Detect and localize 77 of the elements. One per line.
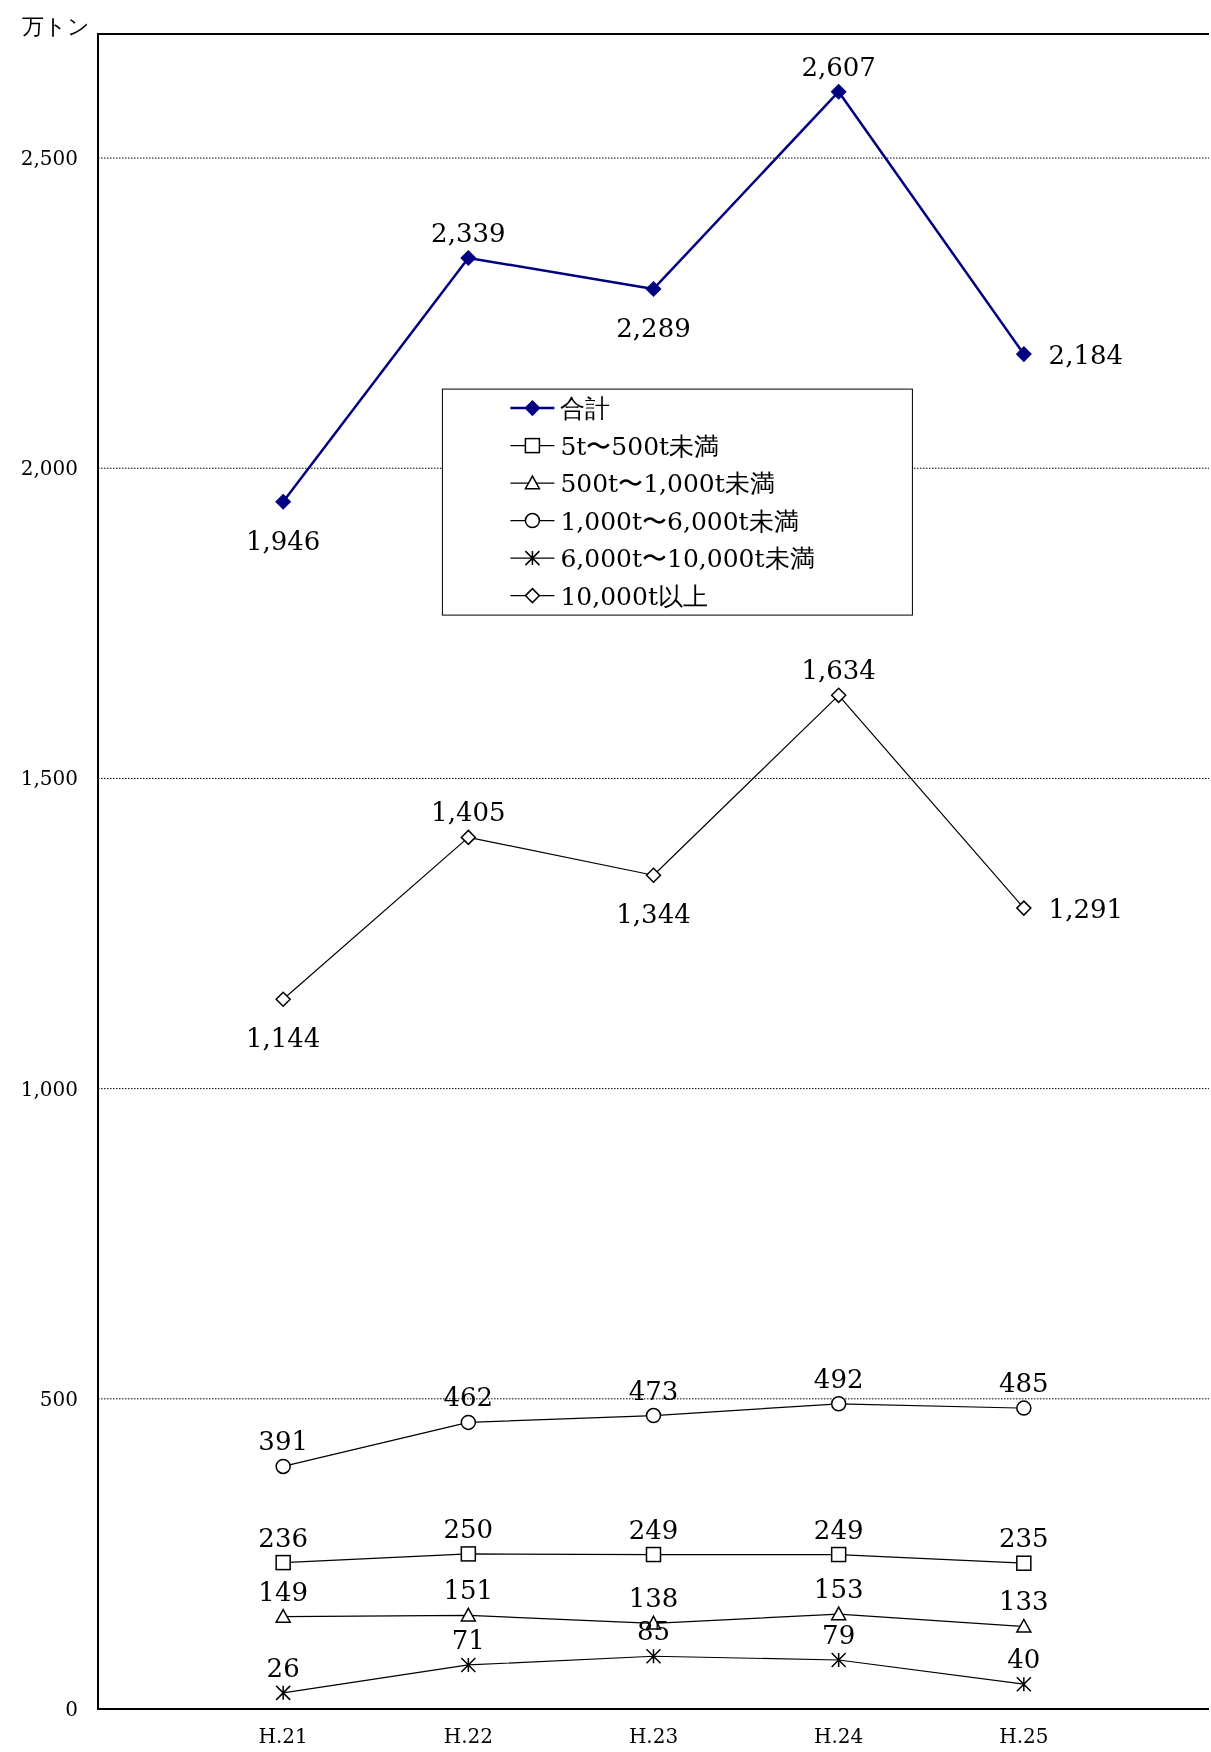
legend-label: 10,000t以上: [560, 581, 708, 611]
data-label: 1,946: [245, 525, 321, 556]
data-label: 2,184: [1048, 340, 1124, 371]
point: [1016, 1555, 1032, 1571]
data-label: 1,344: [616, 899, 691, 930]
data-label: 133: [999, 1586, 1049, 1617]
legend-label: 500t〜1,000t未満: [560, 469, 775, 499]
point: [460, 1657, 477, 1673]
x-tick-label: H.25: [999, 1724, 1049, 1748]
point: [830, 1652, 847, 1668]
data-label: 151: [443, 1575, 494, 1606]
point: [645, 281, 662, 297]
data-label: 2,289: [616, 312, 691, 343]
point: [645, 1407, 662, 1424]
point: [645, 1648, 662, 1665]
legend-label: 6,000t〜10,000t未満: [560, 544, 815, 574]
data-label: 40: [1007, 1644, 1041, 1675]
point: [830, 687, 847, 704]
point: [275, 991, 291, 1008]
data-label: 235: [999, 1523, 1049, 1554]
point: [275, 1608, 291, 1623]
legend-label: 1,000t〜6,000t未満: [560, 506, 799, 536]
y-tick-label: 0: [65, 1697, 78, 1721]
y-tick-label: 2,000: [20, 456, 78, 481]
data-label: 1,405: [431, 797, 506, 828]
point: [830, 83, 847, 100]
data-label: 236: [258, 1522, 308, 1553]
data-label: 1,144: [245, 1023, 321, 1054]
data-label: 2,607: [801, 51, 876, 82]
data-label: 26: [266, 1652, 300, 1683]
x-tick-label: H.21: [258, 1724, 308, 1748]
point: [830, 1606, 847, 1621]
y-tick-label: 2,500: [20, 146, 78, 171]
data-label: 492: [813, 1363, 864, 1394]
point: [460, 1607, 477, 1622]
data-label: 473: [628, 1375, 679, 1406]
point: [460, 1414, 477, 1431]
point: [1016, 900, 1032, 916]
y-tick-label: 500: [39, 1386, 78, 1411]
legend-label: 5t〜500t未満: [560, 431, 720, 461]
data-label: 462: [443, 1382, 494, 1413]
point: [1016, 1400, 1032, 1416]
data-label: 149: [258, 1576, 308, 1607]
point: [460, 250, 477, 266]
x-tick-label: H.22: [443, 1724, 493, 1748]
point: [275, 1458, 291, 1475]
legend-label: 合計: [560, 394, 611, 424]
point: [645, 867, 662, 883]
x-tick-label: H.24: [814, 1724, 864, 1748]
data-label: 485: [999, 1368, 1049, 1399]
point: [275, 494, 291, 510]
data-label: 249: [813, 1514, 864, 1545]
point: [460, 829, 477, 846]
data-label: 250: [443, 1513, 494, 1544]
point: [460, 1546, 477, 1562]
data-label: 79: [822, 1619, 856, 1650]
data-label: 391: [258, 1426, 308, 1457]
data-label: 153: [813, 1574, 864, 1605]
point: [1016, 346, 1032, 362]
y-tick-label: 1,500: [20, 766, 78, 791]
point: [645, 1546, 662, 1563]
point: [1016, 1618, 1032, 1633]
point: [275, 1685, 291, 1701]
data-label: 1,291: [1048, 894, 1124, 925]
point: [275, 1554, 291, 1571]
y-axis-title: 万トン: [22, 14, 90, 39]
point: [830, 1396, 847, 1412]
x-tick-label: H.23: [628, 1724, 679, 1748]
data-label: 2,339: [431, 217, 506, 248]
data-label: 71: [451, 1624, 485, 1655]
data-label: 249: [628, 1514, 679, 1545]
data-label: 138: [628, 1583, 679, 1614]
point: [1016, 1676, 1032, 1692]
data-label: 85: [636, 1616, 671, 1647]
point: [830, 1546, 847, 1563]
data-label: 1,634: [801, 655, 876, 686]
y-tick-label: 1,000: [20, 1076, 78, 1101]
